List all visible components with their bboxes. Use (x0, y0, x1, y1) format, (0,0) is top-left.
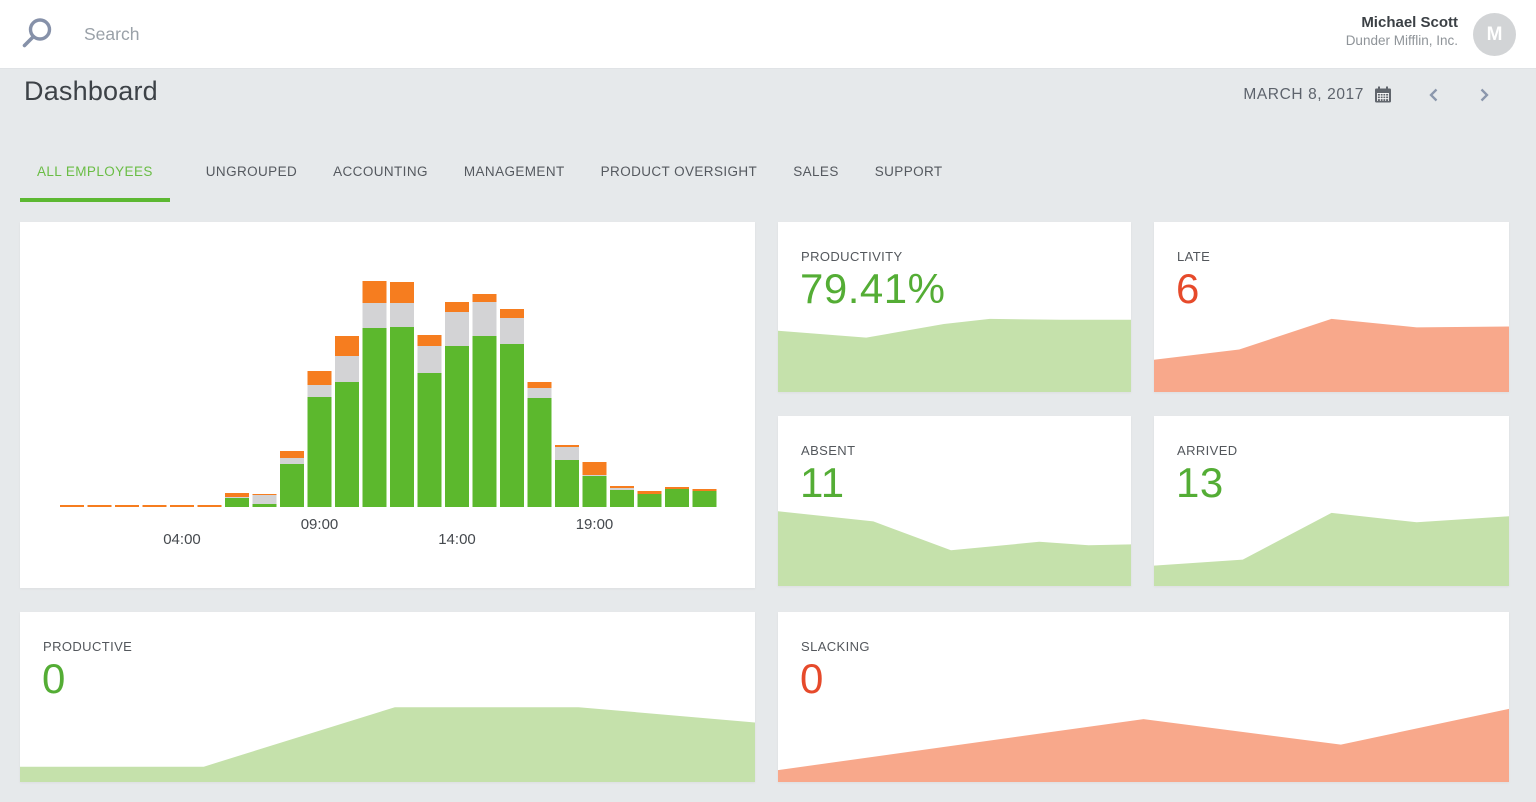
tab-management[interactable]: MANAGEMENT (463, 164, 565, 179)
avatar[interactable]: M (1473, 13, 1516, 56)
arrived-card[interactable]: ARRIVED 13 (1154, 416, 1509, 586)
search-input[interactable] (82, 17, 502, 51)
hourly-productivity-chart-card: 04:00 09:00 14:00 19:00 (20, 222, 755, 588)
productive-value: 0 (42, 655, 66, 702)
productivity-label: PRODUCTIVITY (801, 249, 903, 264)
absent-label: ABSENT (801, 443, 856, 458)
avatar-initial: M (1486, 23, 1503, 45)
prev-day-button[interactable] (1423, 84, 1445, 106)
calendar-icon (1375, 86, 1391, 103)
date-controls: MARCH 8, 2017 (1243, 83, 1495, 107)
user-company: Dunder Mifflin, Inc. (1345, 33, 1458, 48)
productivity-card[interactable]: PRODUCTIVITY 79.41% (778, 222, 1131, 392)
search-icon (22, 18, 52, 48)
late-card[interactable]: LATE 6 (1154, 222, 1509, 392)
tab-accounting[interactable]: ACCOUNTING (333, 164, 428, 179)
tab-all-employees[interactable]: ALL EMPLOYEES (20, 161, 170, 202)
slacking-card[interactable]: SLACKING 0 (778, 612, 1509, 782)
slacking-value: 0 (800, 655, 824, 702)
topbar: Michael Scott Dunder Mifflin, Inc. M (0, 0, 1536, 69)
arrived-value: 13 (1176, 459, 1224, 506)
svg-text:04:00: 04:00 (163, 531, 201, 548)
tab-product-oversight[interactable]: PRODUCT OVERSIGHT (600, 164, 758, 179)
chevron-left-icon (1429, 88, 1438, 102)
calendar-button[interactable] (1373, 85, 1393, 105)
productivity-value: 79.41% (800, 265, 946, 312)
user-info: Michael Scott Dunder Mifflin, Inc. (1346, 13, 1458, 49)
late-trend-area (1154, 318, 1509, 392)
absent-card[interactable]: ABSENT 11 (778, 416, 1131, 586)
productive-label: PRODUCTIVE (43, 639, 133, 654)
chevron-right-icon (1480, 88, 1489, 102)
productivity-trend-area (778, 318, 1131, 392)
arrived-trend-area (1154, 512, 1509, 586)
productive-card[interactable]: PRODUCTIVE 0 (20, 612, 755, 782)
late-value: 6 (1176, 265, 1200, 312)
svg-text:19:00: 19:00 (576, 516, 614, 533)
arrived-label: ARRIVED (1177, 443, 1238, 458)
productive-trend-area (20, 707, 755, 782)
tab-ungrouped[interactable]: UNGROUPED (205, 164, 298, 179)
user-name: Michael Scott (1361, 14, 1458, 31)
slacking-label: SLACKING (801, 639, 870, 654)
group-tabs: ALL EMPLOYEES UNGROUPED ACCOUNTING MANAGEME… (20, 161, 979, 202)
svg-text:09:00: 09:00 (301, 516, 339, 533)
next-day-button[interactable] (1473, 84, 1495, 106)
page-title: Dashboard (24, 76, 158, 106)
hourly-productivity-bar-chart: 04:00 09:00 14:00 19:00 (60, 281, 717, 548)
absent-trend-area (778, 511, 1131, 586)
slacking-trend-area (778, 708, 1509, 782)
tab-support[interactable]: SUPPORT (874, 164, 943, 179)
date-label: MARCH 8, 2017 (1243, 86, 1364, 103)
svg-text:14:00: 14:00 (438, 531, 476, 548)
absent-value: 11 (800, 459, 845, 506)
late-label: LATE (1177, 249, 1211, 264)
tab-sales[interactable]: SALES (793, 164, 839, 179)
